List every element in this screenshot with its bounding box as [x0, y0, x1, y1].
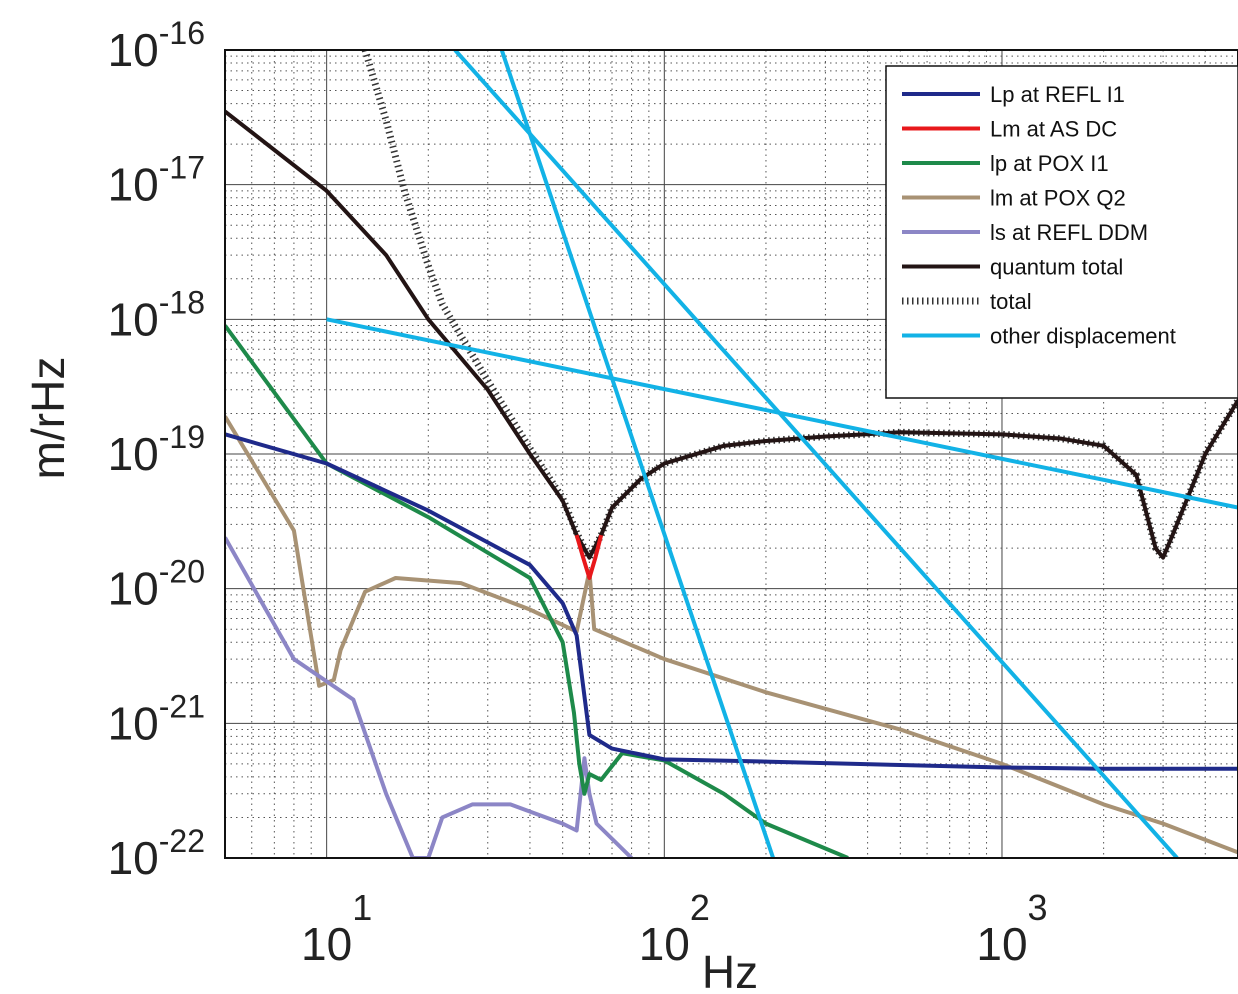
legend-label: lm at POX Q2 [990, 186, 1126, 211]
series-other-displacement-2 [453, 50, 1179, 858]
legend-label: quantum total [990, 255, 1123, 280]
series-other-displacement-3 [499, 50, 776, 858]
y-tick-label: 10-17 [108, 150, 205, 211]
y-tick-label: 10-21 [108, 688, 205, 749]
y-tick-label: 10-16 [108, 15, 205, 76]
series-lm-at-as-dc [574, 534, 604, 580]
legend-label: ls at REFL DDM [990, 220, 1148, 245]
x-axis-label: Hz [702, 946, 758, 994]
series-layer [225, 50, 1238, 858]
x-tick-label: 101 [301, 887, 372, 970]
y-axis-label: m/rHz [22, 357, 74, 480]
legend-label: lp at POX I1 [990, 151, 1109, 176]
legend-label: Lp at REFL I1 [990, 82, 1125, 107]
legend-label: total [990, 289, 1032, 314]
legend-label: other displacement [990, 324, 1176, 349]
y-tick-label: 10-20 [108, 554, 205, 615]
x-tick-label: 102 [639, 887, 710, 970]
y-tick-label: 10-19 [108, 419, 205, 480]
y-tick-label: 10-18 [108, 284, 205, 345]
series-lp-at-refl-i1 [225, 432, 1238, 771]
legend-label: Lm at AS DC [990, 117, 1117, 142]
y-tick-label: 10-22 [108, 823, 205, 884]
series-lm-at-pox-q2 [225, 415, 1238, 855]
series-quantum-total [225, 109, 1238, 560]
plot-frame [224, 49, 1238, 859]
series-lp-at-pox-i1 [225, 324, 849, 858]
tick-labels: 10-16 10-17 10-18 10-19 10-20 10-21 10-22 101 10… [108, 15, 1048, 970]
grid [224, 50, 1238, 859]
legend: Lp at REFL I1 Lm at AS DC lp at POX I1 lm a… [885, 65, 1238, 399]
x-tick-label: 103 [976, 887, 1047, 970]
